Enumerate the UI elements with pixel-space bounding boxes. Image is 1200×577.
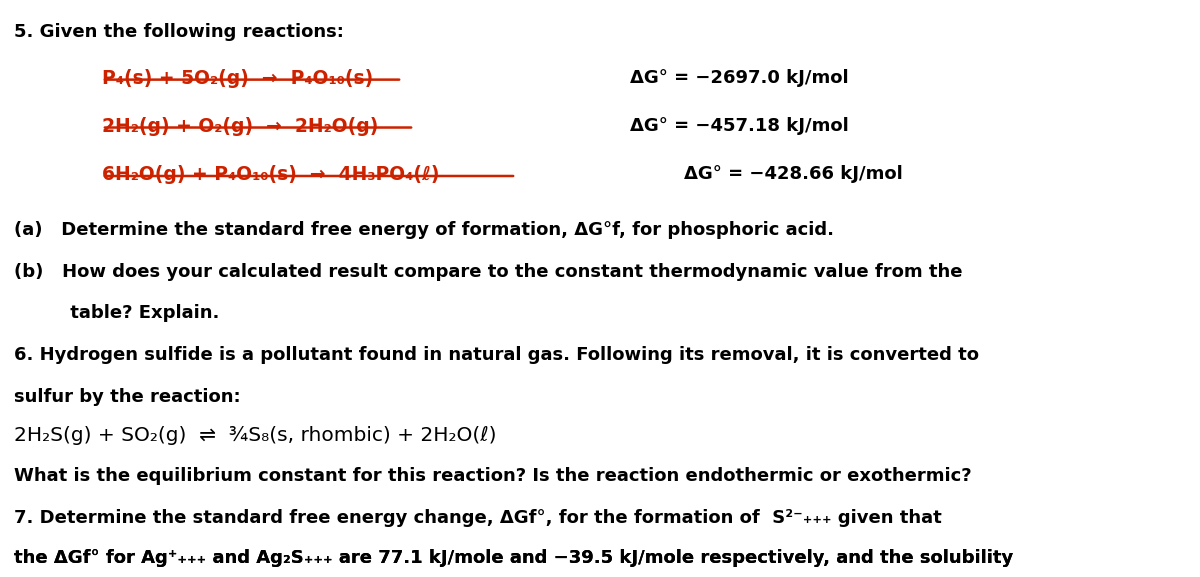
Text: (b)   How does your calculated result compare to the constant thermodynamic valu: (b) How does your calculated result comp… xyxy=(14,263,962,280)
Text: the ΔGf° for Ag⁺₊₊₊ and Ag₂S₊₊₊ are 77.1 kJ/mole and −39.5 kJ/mole respectively,: the ΔGf° for Ag⁺₊₊₊ and Ag₂S₊₊₊ are 77.1… xyxy=(14,549,1014,567)
Text: 2H₂(g) + O₂(g)  →  2H₂O(g): 2H₂(g) + O₂(g) → 2H₂O(g) xyxy=(102,117,378,136)
Text: 6H₂O(g) + P₄O₁₀(s)  →  4H₃PO₄(ℓ): 6H₂O(g) + P₄O₁₀(s) → 4H₃PO₄(ℓ) xyxy=(102,165,439,184)
Text: ΔG° = −457.18 kJ/mol: ΔG° = −457.18 kJ/mol xyxy=(630,117,848,135)
Text: ΔG° = −2697.0 kJ/mol: ΔG° = −2697.0 kJ/mol xyxy=(630,69,848,87)
Text: 6. Hydrogen sulfide is a pollutant found in natural gas. Following its removal, : 6. Hydrogen sulfide is a pollutant found… xyxy=(14,346,979,364)
Text: P₄(s) + 5O₂(g)  →  P₄O₁₀(s): P₄(s) + 5O₂(g) → P₄O₁₀(s) xyxy=(102,69,373,88)
Text: table? Explain.: table? Explain. xyxy=(14,304,220,322)
Text: 7. Determine the standard free energy change, ΔGf°, for the formation of  S²⁻₊₊₊: 7. Determine the standard free energy ch… xyxy=(14,509,942,527)
Text: 2H₂S(g) + SO₂(g)  ⇌  ¾S₈(s, rhombic) + 2H₂O(ℓ): 2H₂S(g) + SO₂(g) ⇌ ¾S₈(s, rhombic) + 2H₂… xyxy=(14,426,497,445)
Text: ΔG° = −428.66 kJ/mol: ΔG° = −428.66 kJ/mol xyxy=(684,165,902,183)
Text: the ΔGf° for Ag⁺₊₊₊ and Ag₂S₊₊₊ are 77.1 kJ/mole and −39.5 kJ/mole respectively,: the ΔGf° for Ag⁺₊₊₊ and Ag₂S₊₊₊ are 77.1… xyxy=(14,549,1014,567)
Text: (a)   Determine the standard free energy of formation, ΔG°f, for phosphoric acid: (a) Determine the standard free energy o… xyxy=(14,221,834,239)
Text: What is the equilibrium constant for this reaction? Is the reaction endothermic : What is the equilibrium constant for thi… xyxy=(14,467,972,485)
Text: 5. Given the following reactions:: 5. Given the following reactions: xyxy=(14,23,344,41)
Text: sulfur by the reaction:: sulfur by the reaction: xyxy=(14,388,241,406)
